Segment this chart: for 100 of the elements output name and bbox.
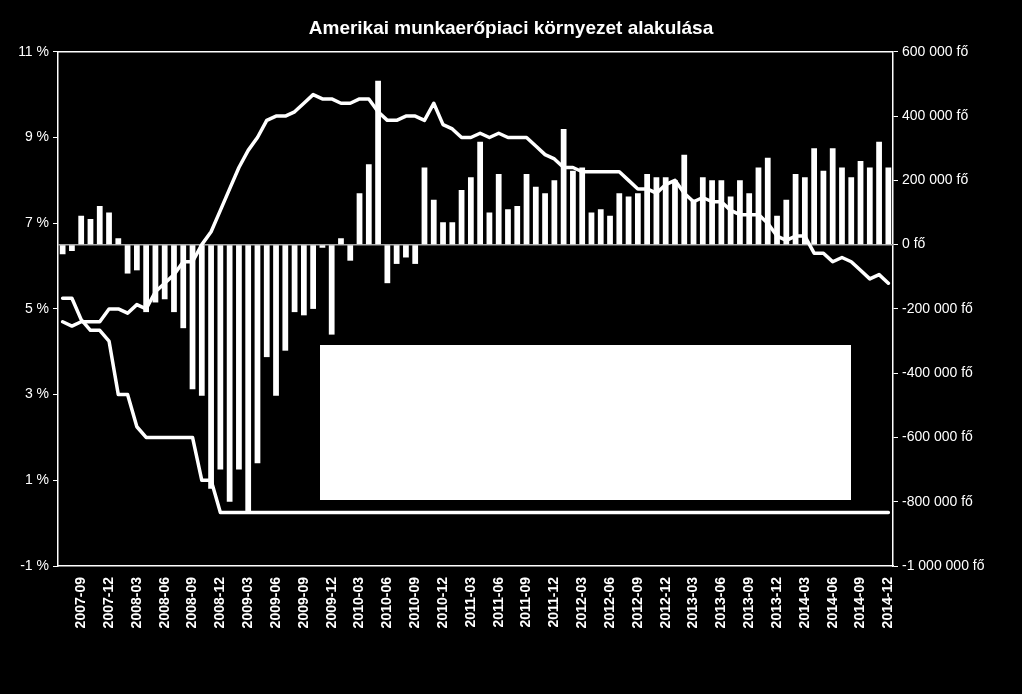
- bar: [505, 209, 511, 245]
- bar: [310, 245, 317, 309]
- bar: [764, 157, 771, 245]
- bar: [727, 196, 734, 245]
- bar: [597, 209, 604, 245]
- bar: [143, 245, 150, 313]
- bar: [365, 164, 372, 245]
- bar: [718, 180, 725, 245]
- bar: [217, 245, 224, 470]
- bar: [542, 193, 548, 245]
- y2-tick-label: 0 fő: [902, 235, 926, 252]
- x-tick-label: 2014-09: [851, 576, 868, 629]
- bar: [282, 245, 289, 351]
- bar: [226, 245, 233, 502]
- bar: [579, 167, 586, 245]
- bar: [616, 193, 623, 245]
- bar: [133, 245, 140, 271]
- x-tick-label: 2010-06: [378, 576, 395, 629]
- y2-tick-label: -1 000 000 fő: [902, 556, 985, 573]
- bar: [866, 167, 873, 245]
- bar: [829, 148, 836, 245]
- bar: [783, 199, 790, 245]
- bar: [699, 177, 706, 245]
- bar: [876, 141, 882, 245]
- y2-tick-label: -200 000 fő: [902, 299, 974, 316]
- x-tick-label: 2011-03: [461, 576, 478, 628]
- x-tick-label: 2007-09: [72, 576, 89, 629]
- bar: [171, 245, 177, 313]
- x-tick-label: 2008-06: [155, 576, 172, 629]
- bar: [746, 193, 753, 245]
- bar: [69, 245, 75, 252]
- y-tick-label: 11 %: [18, 42, 49, 59]
- y2-tick-label: -400 000 fő: [902, 364, 974, 381]
- bar: [403, 245, 409, 258]
- y-tick-label: -1 %: [20, 556, 49, 573]
- x-tick-label: 2012-12: [656, 576, 673, 629]
- x-tick-label: 2007-12: [99, 576, 116, 629]
- y-tick-label: 3 %: [24, 385, 49, 402]
- x-tick-label: 2008-12: [211, 576, 228, 629]
- bar: [560, 128, 567, 245]
- x-tick-label: 2008-03: [127, 576, 144, 629]
- y2-tick-label: 600 000 fő: [902, 42, 969, 59]
- bar: [681, 154, 688, 245]
- bar: [709, 180, 715, 245]
- bar: [161, 245, 168, 300]
- x-tick-label: 2014-12: [879, 576, 896, 629]
- y-tick-label: 9 %: [24, 128, 49, 145]
- y-tick-label: 1 %: [24, 471, 49, 488]
- x-tick-label: 2014-03: [795, 576, 812, 629]
- y2-tick-label: 400 000 fő: [902, 106, 969, 123]
- x-tick-label: 2011-09: [517, 576, 534, 628]
- bar: [477, 141, 484, 245]
- y2-tick-label: -600 000 fő: [902, 428, 974, 445]
- x-tick-label: 2011-12: [545, 576, 562, 628]
- bar: [848, 177, 855, 245]
- bar: [467, 177, 474, 245]
- bar: [801, 177, 808, 245]
- bar: [393, 245, 400, 264]
- x-tick-label: 2012-03: [573, 576, 590, 629]
- bar: [449, 222, 456, 245]
- bar: [514, 206, 521, 245]
- x-tick-label: 2009-03: [239, 576, 256, 629]
- bar: [662, 177, 669, 245]
- bar: [634, 193, 641, 245]
- bar: [236, 245, 242, 470]
- bar: [839, 167, 845, 245]
- bar: [607, 215, 613, 245]
- bar: [78, 215, 85, 245]
- bar: [672, 180, 678, 245]
- bar: [263, 245, 270, 358]
- y-tick-label: 7 %: [24, 214, 49, 231]
- bar: [551, 180, 558, 245]
- bar: [737, 180, 743, 245]
- bar: [338, 238, 344, 245]
- x-tick-label: 2012-06: [600, 576, 617, 629]
- bar: [644, 173, 651, 245]
- y2-tick-label: 200 000 fő: [902, 171, 969, 188]
- x-tick-label: 2010-09: [406, 576, 423, 629]
- bar: [328, 245, 335, 335]
- bar: [811, 148, 818, 245]
- x-tick-label: 2010-12: [433, 576, 450, 629]
- bar: [412, 245, 419, 264]
- bar: [273, 245, 279, 396]
- x-tick-label: 2009-12: [322, 576, 339, 629]
- x-tick-label: 2014-06: [823, 576, 840, 629]
- x-tick-label: 2013-09: [740, 576, 757, 629]
- bar: [440, 222, 446, 245]
- x-tick-label: 2008-09: [183, 576, 200, 629]
- x-tick-label: 2013-03: [684, 576, 701, 629]
- bar: [115, 238, 122, 245]
- bar: [319, 245, 326, 248]
- x-tick-label: 2013-06: [712, 576, 729, 629]
- x-tick-label: 2009-06: [266, 576, 283, 629]
- chart-title: Amerikai munkaerőpiaci környezet alakulása: [308, 16, 714, 38]
- bar: [300, 245, 307, 316]
- bar: [96, 206, 103, 245]
- bar: [570, 170, 576, 245]
- bar: [106, 212, 112, 245]
- bar: [430, 199, 437, 245]
- y2-tick-label: -800 000 fő: [902, 492, 974, 509]
